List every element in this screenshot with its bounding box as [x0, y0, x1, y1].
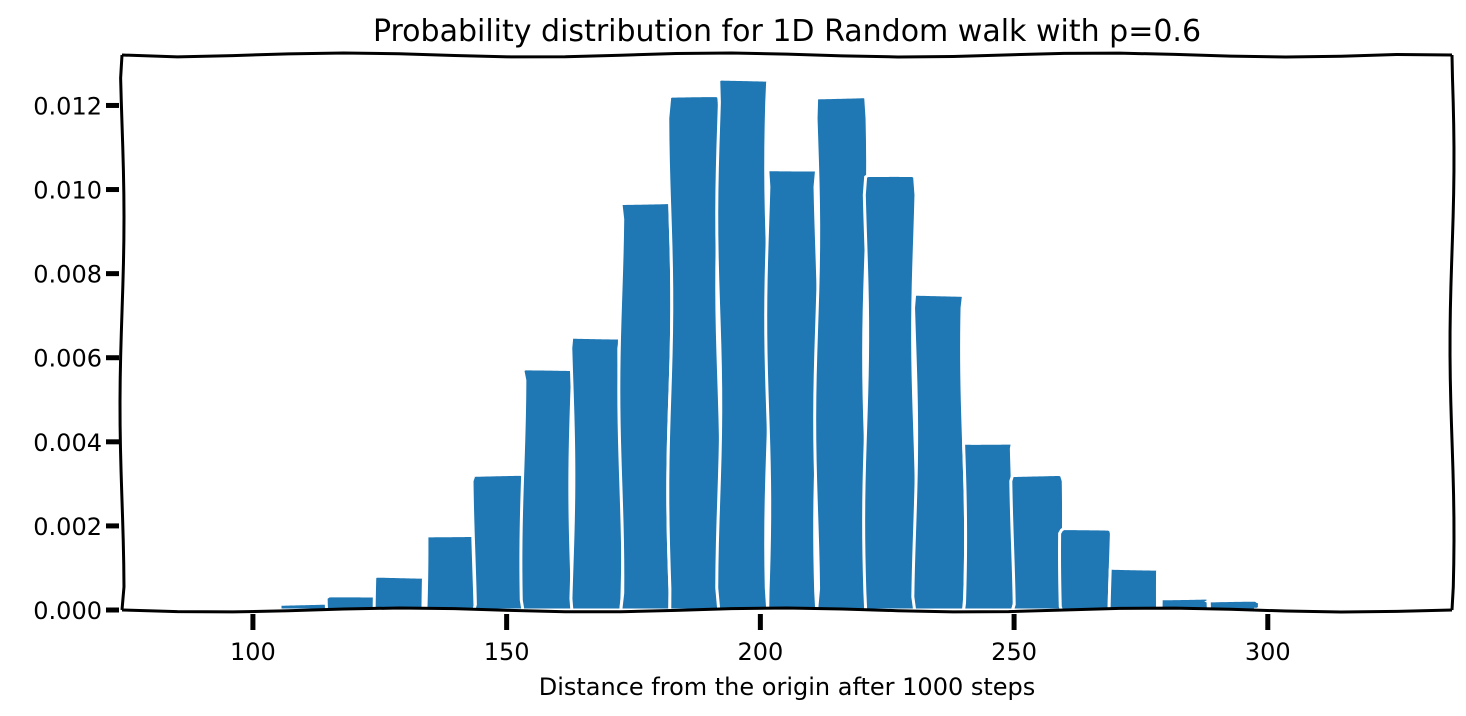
- bars-group: [227, 77, 1309, 612]
- histogram-bar: [569, 333, 625, 612]
- histogram-bar: [1009, 472, 1066, 612]
- x-axis-spine: [121, 606, 1453, 614]
- histogram-bar: [519, 367, 574, 612]
- axes-frame: [118, 51, 1456, 614]
- histogram-bar: [715, 77, 772, 612]
- y-tick-label: 0.002: [33, 513, 102, 541]
- x-tick-label: 200: [737, 638, 783, 666]
- histogram-bar: [862, 173, 919, 612]
- histogram-bar: [1107, 566, 1164, 612]
- histogram-bar: [666, 94, 723, 612]
- right-spine: [1448, 54, 1456, 611]
- y-tick-label: 0.004: [33, 429, 102, 457]
- histogram-bar: [813, 94, 870, 612]
- y-axis-spine: [118, 54, 126, 611]
- chart-title: Probability distribution for 1D Random w…: [373, 14, 1201, 49]
- y-tick-label: 0.010: [33, 177, 102, 205]
- histogram-bar: [470, 472, 527, 612]
- y-tick-label: 0.008: [33, 261, 102, 289]
- y-tick-label: 0.012: [33, 92, 102, 120]
- histogram-bar: [617, 199, 674, 612]
- y-tick-label: 0.000: [33, 597, 102, 625]
- x-tick-label: 150: [484, 638, 530, 666]
- histogram-bar: [1058, 527, 1113, 612]
- ticks-group: 100 150 200 250 300 0.000 0.002 0.004 0.006 0.008…: [33, 92, 1290, 666]
- histogram-bar: [911, 292, 968, 612]
- histogram-bar: [764, 165, 821, 612]
- x-axis-label: Distance from the origin after 1000 step…: [539, 673, 1036, 701]
- top-spine: [121, 51, 1453, 59]
- x-tick-label: 250: [991, 638, 1037, 666]
- histogram-bar: [372, 574, 430, 612]
- x-tick-label: 100: [230, 638, 276, 666]
- x-tick-label: 300: [1245, 638, 1291, 666]
- histogram-bar: [422, 531, 477, 612]
- y-tick-label: 0.006: [33, 345, 102, 373]
- histogram-bar: [961, 438, 1017, 612]
- histogram-bar: [1204, 598, 1261, 612]
